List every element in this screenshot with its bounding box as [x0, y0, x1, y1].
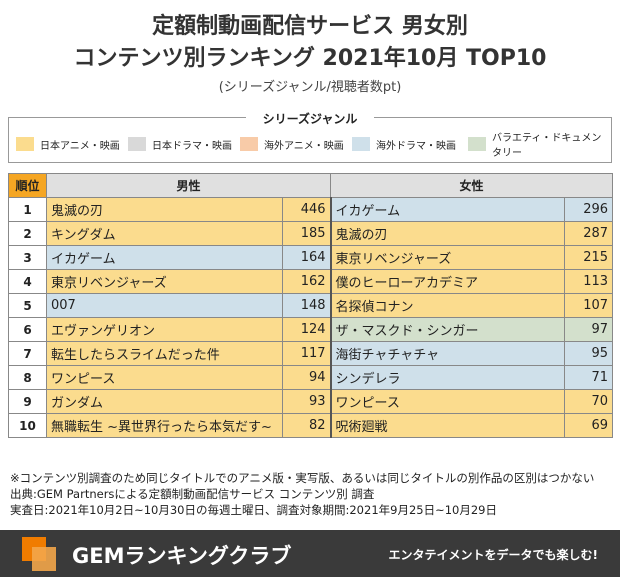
female-value-cell: 215 [564, 245, 614, 270]
legend-item: 日本ドラマ・映画 [128, 135, 240, 153]
legend-label: 日本ドラマ・映画 [152, 140, 232, 152]
legend-label: 海外ドラマ・映画 [376, 140, 456, 152]
legend-swatch [352, 137, 370, 151]
male-value-cell: 164 [281, 245, 332, 270]
rank-cell: 8 [8, 365, 47, 390]
notes: ※コンテンツ別調査のため同じタイトルでのアニメ版・実写版、あるいは同じタイトルの… [10, 470, 594, 518]
rank-cell: 1 [8, 197, 47, 222]
female-title-cell: イカゲーム [329, 197, 566, 222]
male-title-cell: 転生したらスライムだった件 [46, 341, 283, 366]
brand-logo-icon [22, 537, 56, 571]
female-value-cell: 97 [564, 317, 614, 342]
rank-cell: 4 [8, 269, 47, 294]
female-title-cell: 東京リベンジャーズ [329, 245, 566, 270]
female-value-cell: 296 [564, 197, 614, 222]
legend-item: バラエティ・ドキュメンタリー [468, 133, 608, 159]
male-value-cell: 124 [281, 317, 332, 342]
legend-item: 海外アニメ・映画 [240, 135, 352, 153]
male-value-cell: 148 [281, 293, 332, 318]
male-value-cell: 93 [281, 389, 332, 414]
female-title-cell: ザ・マスクド・シンガー [329, 317, 566, 342]
rank-cell: 7 [8, 341, 47, 366]
rank-cell: 3 [8, 245, 47, 270]
title-line-1: 定額制動画配信サービス 男女別 [152, 14, 468, 39]
female-value-cell: 287 [564, 221, 614, 246]
ranking-table: 順位 男性 女性 1 鬼滅の刃 446 イカゲーム 296 2 キングダム 185 鬼滅の刃 28… [8, 173, 614, 438]
male-title-cell: キングダム [46, 221, 283, 246]
rank-cell: 2 [8, 221, 47, 246]
female-title-cell: 僕のヒーローアカデミア [329, 269, 566, 294]
male-title-cell: 鬼滅の刃 [46, 197, 283, 222]
female-title-cell: 名探偵コナン [329, 293, 566, 318]
legend-label: 日本アニメ・映画 [40, 140, 120, 152]
table-row: 5 007 148 名探偵コナン 107 [8, 293, 614, 318]
table-row: 6 エヴァンゲリオン 124 ザ・マスクド・シンガー 97 [8, 317, 614, 342]
female-value-cell: 107 [564, 293, 614, 318]
female-title-cell: シンデレラ [329, 365, 566, 390]
note-source: 出典:GEM Partnersによる定額制動画配信サービス コンテンツ別 調査 [10, 487, 375, 501]
table-row: 9 ガンダム 93 ワンピース 70 [8, 389, 614, 414]
male-value-cell: 94 [281, 365, 332, 390]
table-row: 8 ワンピース 94 シンデレラ 71 [8, 365, 614, 390]
female-value-cell: 95 [564, 341, 614, 366]
male-title-cell: 東京リベンジャーズ [46, 269, 283, 294]
female-header: 女性 [330, 173, 614, 198]
male-header: 男性 [45, 173, 332, 198]
male-title-cell: イカゲーム [46, 245, 283, 270]
legend-item: 海外ドラマ・映画 [352, 135, 464, 153]
legend-label: 海外アニメ・映画 [264, 140, 344, 152]
female-title-cell: 呪術廻戦 [329, 413, 566, 438]
legend-title: シリーズジャンル [246, 110, 374, 127]
footer-bar: GEMランキングクラブ エンタテイメントをデータでも楽しむ! [0, 530, 620, 577]
table-row: 1 鬼滅の刃 446 イカゲーム 296 [8, 197, 614, 222]
legend-swatch [16, 137, 34, 151]
rank-cell: 6 [8, 317, 47, 342]
table-row: 10 無職転生 ~異世界行ったら本気だす~ 82 呪術廻戦 69 [8, 413, 614, 438]
male-title-cell: エヴァンゲリオン [46, 317, 283, 342]
male-title-cell: ワンピース [46, 365, 283, 390]
female-value-cell: 70 [564, 389, 614, 414]
table-row: 7 転生したらスライムだった件 117 海街チャチャチャ 95 [8, 341, 614, 366]
female-title-cell: 鬼滅の刃 [329, 221, 566, 246]
male-title-cell: 007 [46, 293, 283, 318]
female-value-cell: 113 [564, 269, 614, 294]
male-value-cell: 185 [281, 221, 332, 246]
male-value-cell: 162 [281, 269, 332, 294]
rank-cell: 5 [8, 293, 47, 318]
legend-swatch [128, 137, 146, 151]
table-row: 4 東京リベンジャーズ 162 僕のヒーローアカデミア 113 [8, 269, 614, 294]
subtitle: (シリーズジャンル/視聴者数pt) [218, 80, 402, 95]
title-line-2: コンテンツ別ランキング 2021年10月 TOP10 [73, 46, 547, 71]
male-title-cell: ガンダム [46, 389, 283, 414]
table-row: 2 キングダム 185 鬼滅の刃 287 [8, 221, 614, 246]
female-title-cell: 海街チャチャチャ [329, 341, 566, 366]
male-value-cell: 117 [281, 341, 332, 366]
note-survey-dates: 実査日:2021年10月2日~10月30日の毎週土曜日、調査対象期間:2021年… [10, 503, 497, 517]
legend-swatch [468, 137, 486, 151]
footer-tagline: エンタテイメントをデータでも楽しむ! [388, 548, 598, 562]
female-title-cell: ワンピース [329, 389, 566, 414]
rank-header: 順位 [8, 173, 47, 198]
female-value-cell: 69 [564, 413, 614, 438]
legend-item: 日本アニメ・映画 [16, 135, 128, 153]
legend-swatch [240, 137, 258, 151]
legend-label: バラエティ・ドキュメンタリー [492, 133, 602, 159]
brand-name: GEMランキングクラブ [72, 544, 292, 568]
female-value-cell: 71 [564, 365, 614, 390]
male-value-cell: 446 [281, 197, 332, 222]
table-row: 3 イカゲーム 164 東京リベンジャーズ 215 [8, 245, 614, 270]
male-value-cell: 82 [281, 413, 332, 438]
rank-cell: 9 [8, 389, 47, 414]
rank-cell: 10 [8, 413, 47, 438]
male-title-cell: 無職転生 ~異世界行ったら本気だす~ [46, 413, 283, 438]
note-disclaimer: ※コンテンツ別調査のため同じタイトルでのアニメ版・実写版、あるいは同じタイトルの… [10, 471, 595, 485]
